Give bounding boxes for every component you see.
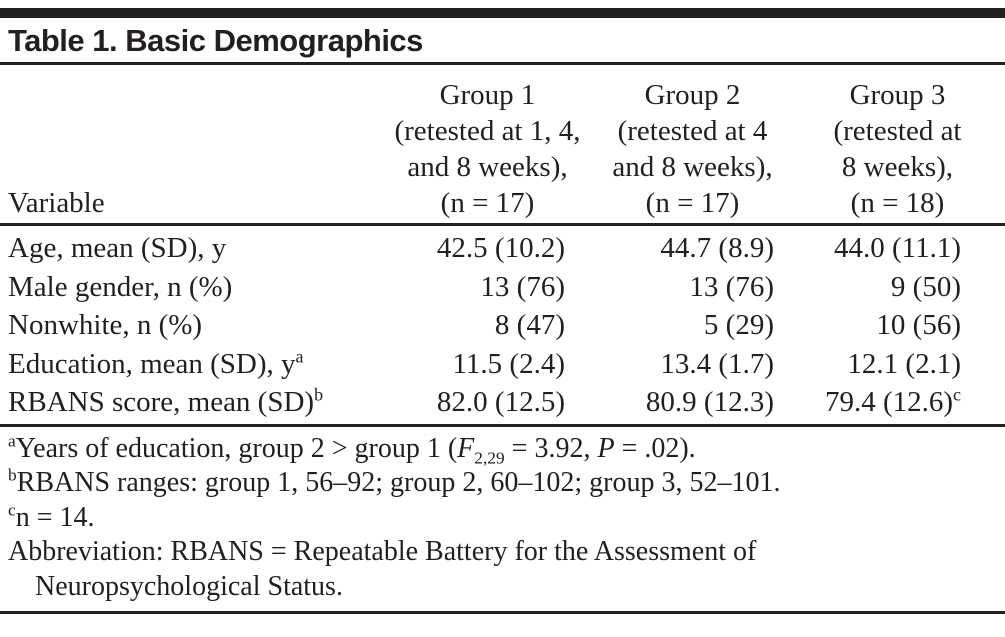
table-row-rbans-score: RBANS score, mean (SD)b 82.0 (12.5) 80.9… xyxy=(0,383,1005,425)
group1-line2: (retested at 1, 4, xyxy=(394,115,581,147)
demographics-table: Variable Group 1 (retested at 1, 4, and … xyxy=(0,65,1005,427)
variable-label: Age, mean (SD), y xyxy=(8,232,227,264)
variable-label: Education, mean (SD), ya xyxy=(8,345,304,380)
footnotes-block: aYears of education, group 2 > group 1 (… xyxy=(0,427,1005,605)
value-group3: 10 (56) xyxy=(876,309,961,341)
table-row-nonwhite: Nonwhite, n (%) 8 (47) 5 (29) 10 (56) xyxy=(0,306,1005,345)
f-statistic: F xyxy=(457,432,475,464)
group3-line2: (retested at xyxy=(833,115,962,147)
group1-line1: Group 1 xyxy=(439,79,536,111)
column-header-group1: Group 1 (retested at 1, 4, and 8 weeks),… xyxy=(380,65,595,226)
abbreviation-line2: Neuropsychological Status. xyxy=(35,570,343,602)
value-group1: 8 (47) xyxy=(494,309,565,341)
table-header: Variable Group 1 (retested at 1, 4, and … xyxy=(0,65,1005,226)
value-group2: 44.7 (8.9) xyxy=(660,232,774,264)
group3-line4: (n = 18) xyxy=(850,187,945,219)
table-row-education: Education, mean (SD), ya 11.5 (2.4) 13.4… xyxy=(0,345,1005,384)
group1-line3: and 8 weeks), xyxy=(407,151,568,183)
value-group3: 9 (50) xyxy=(890,270,961,303)
footnote-a-text: Years of education, group 2 > group 1 ( xyxy=(15,432,458,464)
footnote-a-marker: a xyxy=(8,431,16,451)
footnote-marker: b xyxy=(314,384,324,405)
group2-line3: and 8 weeks), xyxy=(612,151,773,183)
table-title: Table 1. Basic Demographics xyxy=(0,18,1005,65)
value-group2: 5 (29) xyxy=(703,309,774,341)
group2-line1: Group 2 xyxy=(644,79,741,111)
bottom-rule xyxy=(0,611,1005,614)
footnote-b-text: RBANS ranges: group 1, 56–92; group 2, 6… xyxy=(16,467,781,498)
abbreviation-line1: Abbreviation: RBANS = Repeatable Battery… xyxy=(8,536,757,567)
group1-line4: (n = 17) xyxy=(440,187,535,219)
value-group3: 12.1 (2.1) xyxy=(847,347,961,380)
value-group2: 80.9 (12.3) xyxy=(645,386,774,418)
p-value-symbol: P xyxy=(597,432,615,464)
top-rule xyxy=(0,8,1005,18)
value-group1: 42.5 (10.2) xyxy=(436,232,565,264)
column-header-variable: Variable xyxy=(0,65,380,226)
column-header-group2: Group 2 (retested at 4 and 8 weeks), (n … xyxy=(595,65,790,226)
group2-line4: (n = 17) xyxy=(645,187,740,219)
group3-line3: 8 weeks), xyxy=(841,151,954,183)
paper-table-figure: Table 1. Basic Demographics Variable Gro… xyxy=(0,8,1005,637)
footnote-marker: c xyxy=(953,384,961,405)
footnote-c-text: n = 14. xyxy=(15,501,95,533)
variable-label: Nonwhite, n (%) xyxy=(8,309,203,341)
value-group3: 79.4 (12.6)c xyxy=(824,384,961,418)
f-statistic-df: 2,29 xyxy=(474,448,505,468)
group2-line2: (retested at 4 xyxy=(617,115,768,147)
column-header-group3: Group 3 (retested at 8 weeks), (n = 18) xyxy=(790,65,1005,226)
table-row-male-gender: Male gender, n (%) 13 (76) 13 (76) 9 (50… xyxy=(0,268,1005,307)
value-group1: 13 (76) xyxy=(480,270,565,303)
footnote-a: aYears of education, group 2 > group 1 (… xyxy=(8,431,696,468)
variable-label: Male gender, n (%) xyxy=(8,270,233,303)
value-group1: 82.0 (12.5) xyxy=(436,386,565,418)
table-body: Age, mean (SD), y 42.5 (10.2) 44.7 (8.9)… xyxy=(0,225,1005,426)
variable-label: RBANS score, mean (SD)b xyxy=(8,384,324,418)
value-group2: 13 (76) xyxy=(689,270,774,303)
value-group1: 11.5 (2.4) xyxy=(452,347,566,380)
value-group2: 13.4 (1.7) xyxy=(660,347,774,380)
footnote-marker: a xyxy=(295,345,304,366)
value-group3: 44.0 (11.1) xyxy=(834,232,961,264)
footnote-c-marker: c xyxy=(8,500,16,520)
table-row-age: Age, mean (SD), y 42.5 (10.2) 44.7 (8.9)… xyxy=(0,225,1005,268)
footnote-b: bRBANS ranges: group 1, 56–92; group 2, … xyxy=(8,466,997,501)
footnote-b-marker: b xyxy=(8,465,17,485)
group3-line1: Group 3 xyxy=(849,79,946,111)
footnote-c: cn = 14. xyxy=(8,501,997,536)
header-row: Variable Group 1 (retested at 1, 4, and … xyxy=(0,65,1005,226)
